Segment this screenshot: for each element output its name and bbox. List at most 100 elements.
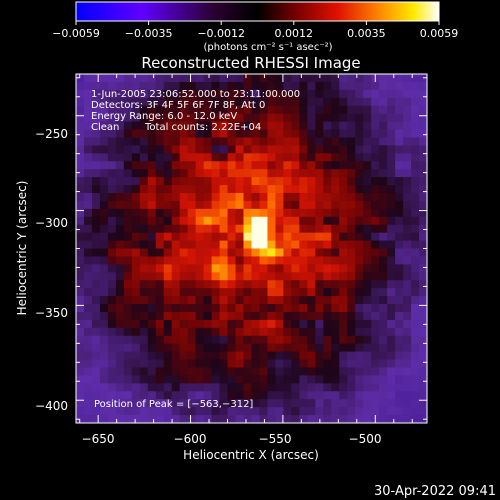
heatmap-cell: [371, 177, 380, 186]
heatmap-cell: [115, 161, 125, 170]
heatmap-cell: [299, 161, 308, 170]
heatmap-cell: [371, 145, 380, 154]
heatmap-cell: [251, 256, 261, 265]
heatmap-cell: [163, 105, 173, 115]
heatmap-cell: [323, 74, 332, 83]
heatmap-cell: [139, 113, 149, 123]
heatmap-cell: [179, 256, 189, 265]
heatmap-cell: [195, 319, 205, 329]
heatmap-cell: [275, 335, 285, 345]
heatmap-cell: [91, 399, 101, 408]
heatmap-cell: [299, 185, 308, 194]
heatmap-cell: [355, 367, 364, 377]
heatmap-cell: [227, 89, 237, 99]
heatmap-cell: [403, 185, 412, 194]
heatmap-cell: [299, 200, 308, 210]
heatmap-cell: [76, 311, 85, 321]
heatmap-cell: [211, 185, 221, 194]
heatmap-cell: [267, 216, 277, 226]
heatmap-cell: [275, 89, 285, 99]
heatmap-cell: [419, 232, 427, 242]
heatmap-cell: [187, 177, 197, 186]
heatmap-cell: [355, 216, 364, 226]
heatmap-cell: [187, 335, 197, 345]
heatmap-cell: [203, 351, 213, 361]
heatmap-cell: [395, 97, 404, 107]
heatmap-cell: [115, 248, 125, 258]
heatmap-cell: [291, 169, 300, 178]
heatmap-cell: [331, 200, 340, 210]
heatmap-cell: [139, 415, 149, 423]
heatmap-cell: [323, 145, 332, 154]
heatmap-cell: [251, 288, 261, 297]
heatmap-cell: [315, 208, 324, 218]
colorbar-ticks: [75, 21, 440, 25]
heatmap-cell: [387, 161, 396, 170]
heatmap-cell: [163, 375, 173, 384]
heatmap-cell: [331, 304, 340, 313]
heatmap-cell: [291, 327, 300, 337]
heatmap-cell: [243, 137, 253, 146]
heatmap-cell: [395, 145, 404, 154]
heatmap-cell: [379, 375, 388, 384]
heatmap-cell: [147, 264, 157, 273]
heatmap-cell: [83, 399, 93, 408]
heatmap-cell: [379, 311, 388, 321]
heatmap-cell: [139, 145, 149, 154]
heatmap-cell: [227, 264, 237, 273]
heatmap-cell: [195, 240, 205, 250]
heatmap-cell: [243, 224, 253, 234]
heatmap-cell: [139, 81, 149, 91]
heatmap-cell: [235, 137, 245, 146]
heatmap-cell: [283, 327, 292, 337]
heatmap-cell: [163, 296, 173, 305]
heatmap-cell: [171, 74, 181, 83]
heatmap-cell: [267, 272, 277, 281]
heatmap-cell: [371, 224, 380, 234]
heatmap-cell: [299, 105, 308, 115]
heatmap-cell: [251, 161, 261, 170]
heatmap-cell: [419, 89, 427, 99]
heatmap-cell: [419, 280, 427, 289]
heatmap-cell: [171, 240, 181, 250]
heatmap-cell: [283, 256, 292, 265]
heatmap-cell: [315, 399, 324, 408]
heatmap-cell: [203, 367, 213, 377]
heatmap-cell: [291, 311, 300, 321]
heatmap-cell: [387, 359, 396, 369]
heatmap-cell: [259, 192, 269, 202]
heatmap-cell: [339, 216, 348, 226]
heatmap-cell: [395, 391, 404, 400]
heatmap-cell: [267, 375, 277, 384]
heatmap-cell: [387, 105, 396, 115]
heatmap-cell: [299, 304, 308, 313]
heatmap-cell: [163, 351, 173, 361]
heatmap-cell: [251, 415, 261, 423]
heatmap-cell: [155, 121, 165, 131]
heatmap-cell: [315, 367, 324, 377]
heatmap-cell: [371, 280, 380, 289]
heatmap-cell: [299, 311, 308, 321]
heatmap-cell: [267, 264, 277, 273]
heatmap-cell: [339, 113, 348, 123]
heatmap-cell: [99, 129, 109, 139]
heatmap-cell: [267, 145, 277, 154]
heatmap-cell: [315, 256, 324, 265]
heatmap-cell: [299, 97, 308, 107]
heatmap-cell: [411, 399, 420, 408]
heatmap-cell: [251, 208, 261, 218]
heatmap-cell: [339, 272, 348, 281]
heatmap-cell: [395, 105, 404, 115]
heatmap-cell: [83, 343, 93, 353]
heatmap-cell: [299, 232, 308, 242]
heatmap-cell: [115, 113, 125, 123]
heatmap-cell: [259, 288, 269, 297]
heatmap-cell: [315, 192, 324, 202]
heatmap-cell: [115, 177, 125, 186]
heatmap-cell: [243, 200, 253, 210]
heatmap-cell: [83, 351, 93, 361]
heatmap-cell: [355, 208, 364, 218]
heatmap-cell: [107, 407, 117, 416]
heatmap-cell: [347, 399, 356, 408]
